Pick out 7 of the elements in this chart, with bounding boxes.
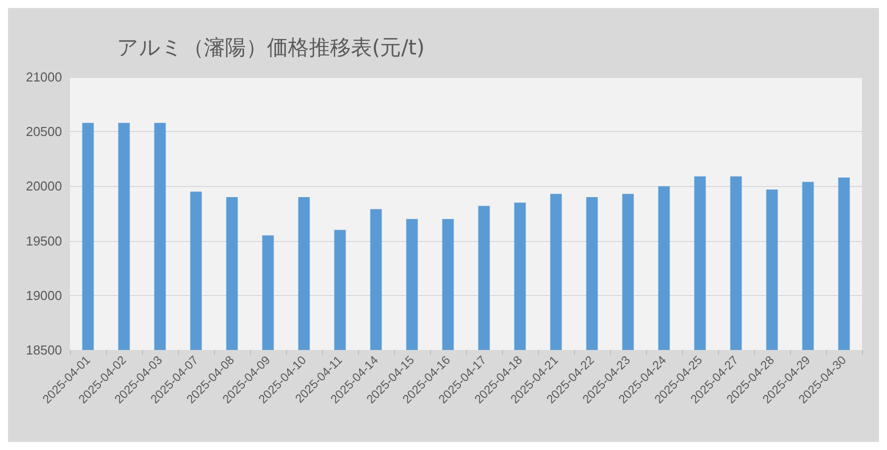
y-tick-label: 18500 — [26, 342, 62, 358]
y-tick-label: 19000 — [26, 288, 62, 303]
y-tick-label: 20000 — [26, 178, 62, 194]
y-tick-label: 21000 — [26, 70, 62, 84]
y-tick-label: 19500 — [26, 233, 62, 248]
chart-title: アルミ（瀋陽）価格推移表(元/t) — [117, 36, 425, 60]
y-tick-label: 20500 — [26, 124, 62, 140]
